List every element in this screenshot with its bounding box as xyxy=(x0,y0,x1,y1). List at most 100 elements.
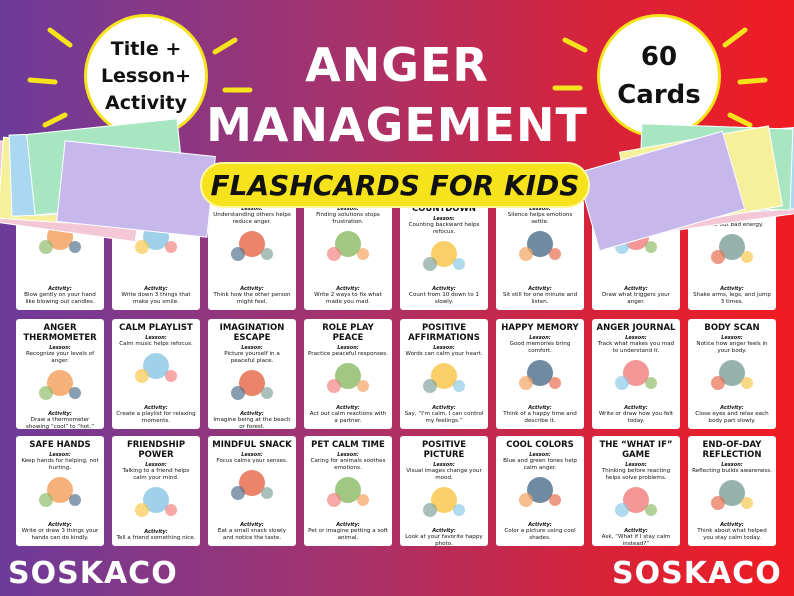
lesson-text: Visual images change your mood. xyxy=(406,468,482,481)
illustration-art xyxy=(615,360,657,390)
lesson-text: Caring for animals soothes emotions. xyxy=(310,458,386,471)
lesson-label: Lesson: xyxy=(241,206,263,212)
illustration-art xyxy=(327,231,369,261)
card-title: POSITIVE PICTURE xyxy=(421,440,467,460)
activity-text: Look at your favorite happy photo. xyxy=(405,534,483,547)
activity-text: Write down 3 things that make you smile. xyxy=(121,292,191,305)
flashcard: MINDFUL SNACK Lesson: Focus calms your sen… xyxy=(208,436,296,546)
activity-text: Color a picture using cool shades. xyxy=(504,528,576,541)
lesson-label: Lesson: xyxy=(337,206,359,212)
activity-label: Activity: xyxy=(528,286,552,292)
lesson-text: Counting backward helps refocus. xyxy=(408,222,480,235)
brand: SOSKACO xyxy=(612,556,782,591)
illustration xyxy=(692,475,772,520)
lesson-text: Blue and green tones help calm anger. xyxy=(503,458,577,471)
badge-text: Title + xyxy=(110,37,182,60)
activity-label: Activity: xyxy=(720,286,744,292)
illustration xyxy=(500,226,580,284)
activity-text: Create a playlist for relaxing moments. xyxy=(116,411,196,424)
activity-label: Activity: xyxy=(720,405,744,411)
lesson-text: Shake out bad energy. xyxy=(700,222,764,228)
card-title: COUNTDOWN xyxy=(411,204,477,214)
lesson-text: Focus calms your senses. xyxy=(216,458,288,464)
lesson-label: Lesson: xyxy=(721,462,743,468)
illustration-art xyxy=(231,470,273,500)
activity-text: Imagine being at the beach or forest. xyxy=(213,417,291,430)
illustration-art xyxy=(615,487,657,517)
card-title: FRIENDSHIP POWER xyxy=(126,440,186,460)
illustration-art xyxy=(135,487,177,517)
deck-card xyxy=(56,140,216,238)
activity-text: Draw what triggers your anger. xyxy=(601,292,671,305)
activity-label: Activity: xyxy=(624,286,648,292)
flashcard: COOL COLORS Lesson: Blue and green tones h… xyxy=(496,436,584,546)
activity-label: Activity: xyxy=(48,411,72,417)
activity-label: Activity: xyxy=(624,528,648,534)
flashcard: POSITIVE AFFIRMATIONS Lesson: Words can ca… xyxy=(400,319,488,429)
card-title: IMAGINATION ESCAPE xyxy=(219,323,285,343)
lesson-text: Good memories bring comfort. xyxy=(509,341,571,354)
illustration xyxy=(308,226,388,284)
activity-label: Activity: xyxy=(48,522,72,528)
illustration-art xyxy=(39,477,81,507)
activity-text: Close eyes and relax each body part slow… xyxy=(695,411,769,424)
flashcard: POSITIVE PICTURE Lesson: Visual images cha… xyxy=(400,436,488,547)
activity-text: Count from 10 down to 1 slowly. xyxy=(409,292,479,305)
activity-label: Activity: xyxy=(720,522,744,528)
activity-text: Shake arms, legs, and jump 3 times. xyxy=(693,292,771,305)
activity-label: Activity: xyxy=(528,522,552,528)
flashcard: THE “WHAT IF” GAME Lesson: Thinking before… xyxy=(592,436,680,547)
activity-text: Act out calm reactions with a partner. xyxy=(309,411,387,424)
subtitle: FLASHCARDS FOR KIDS xyxy=(200,162,590,208)
activity-label: Activity: xyxy=(336,286,360,292)
rays xyxy=(27,27,768,128)
activity-text: Write 2 ways to fix what made you mad. xyxy=(314,292,382,305)
illustration-art xyxy=(423,241,465,271)
card-title: PET CALM TIME xyxy=(311,440,385,450)
card-title: ROLE PLAY PEACE xyxy=(322,323,374,343)
illustration-art xyxy=(135,353,177,383)
activity-text: Say, “I'm calm. I can control my feeling… xyxy=(404,411,484,424)
activity-text: Pet or imagine petting a soft animal. xyxy=(308,528,388,541)
title-line: MANAGEMENT xyxy=(206,98,588,152)
flashcard: Lesson: Silence helps emotions settle. Act… xyxy=(496,200,584,310)
activity-label: Activity: xyxy=(432,528,456,534)
card-title: ANGER JOURNAL xyxy=(596,323,676,333)
flashcard: IMAGINATION ESCAPE Lesson: Picture yoursel… xyxy=(208,319,296,430)
badge-text: 60 xyxy=(640,42,678,72)
illustration xyxy=(308,358,388,403)
flashcard: HAPPY MEMORY Lesson: Good memories bring c… xyxy=(496,319,584,429)
lesson-label: Lesson: xyxy=(433,216,455,222)
illustration xyxy=(404,482,484,526)
lesson-text: Recognize your levels of anger. xyxy=(25,351,95,364)
lesson-text: Calm music helps refocus. xyxy=(119,341,193,347)
lesson-text: Talking to a friend helps calm your mind… xyxy=(122,468,190,481)
flashcard: FRIENDSHIP POWER Lesson: Talking to a frie… xyxy=(112,436,200,546)
illustration xyxy=(596,355,676,403)
illustration xyxy=(404,358,484,403)
illustration xyxy=(20,365,100,409)
lesson-label: Lesson: xyxy=(625,335,647,341)
illustration-art xyxy=(711,480,753,510)
flashcard: BODY SCAN Lesson: Notice how anger feels i… xyxy=(688,319,776,429)
activity-label: Activity: xyxy=(240,522,264,528)
activity-text: Think of a happy time and describe it. xyxy=(503,411,577,424)
illustration xyxy=(692,229,772,284)
activity-label: Activity: xyxy=(144,405,168,411)
lesson-label: Lesson: xyxy=(529,206,551,212)
illustration xyxy=(500,472,580,520)
lesson-text: Keep hands for helping, not hurting. xyxy=(21,458,99,471)
flashcard: Lesson: Finding solutions stops frustrati… xyxy=(304,200,392,310)
illustration-art xyxy=(519,360,561,390)
activity-text: Draw a thermometer showing “cool” to “ho… xyxy=(25,417,95,430)
activity-label: Activity: xyxy=(240,286,264,292)
illustration xyxy=(596,482,676,526)
activity-text: Think about what helped you stay calm to… xyxy=(697,528,767,541)
badge-text: Activity xyxy=(105,91,187,114)
illustration xyxy=(116,482,196,527)
activity-text: Sit still for one minute and listen. xyxy=(502,292,578,305)
illustration xyxy=(404,236,484,284)
lesson-label: Lesson: xyxy=(241,345,263,351)
activity-text: Eat a small snack slowly and notice the … xyxy=(217,528,287,541)
